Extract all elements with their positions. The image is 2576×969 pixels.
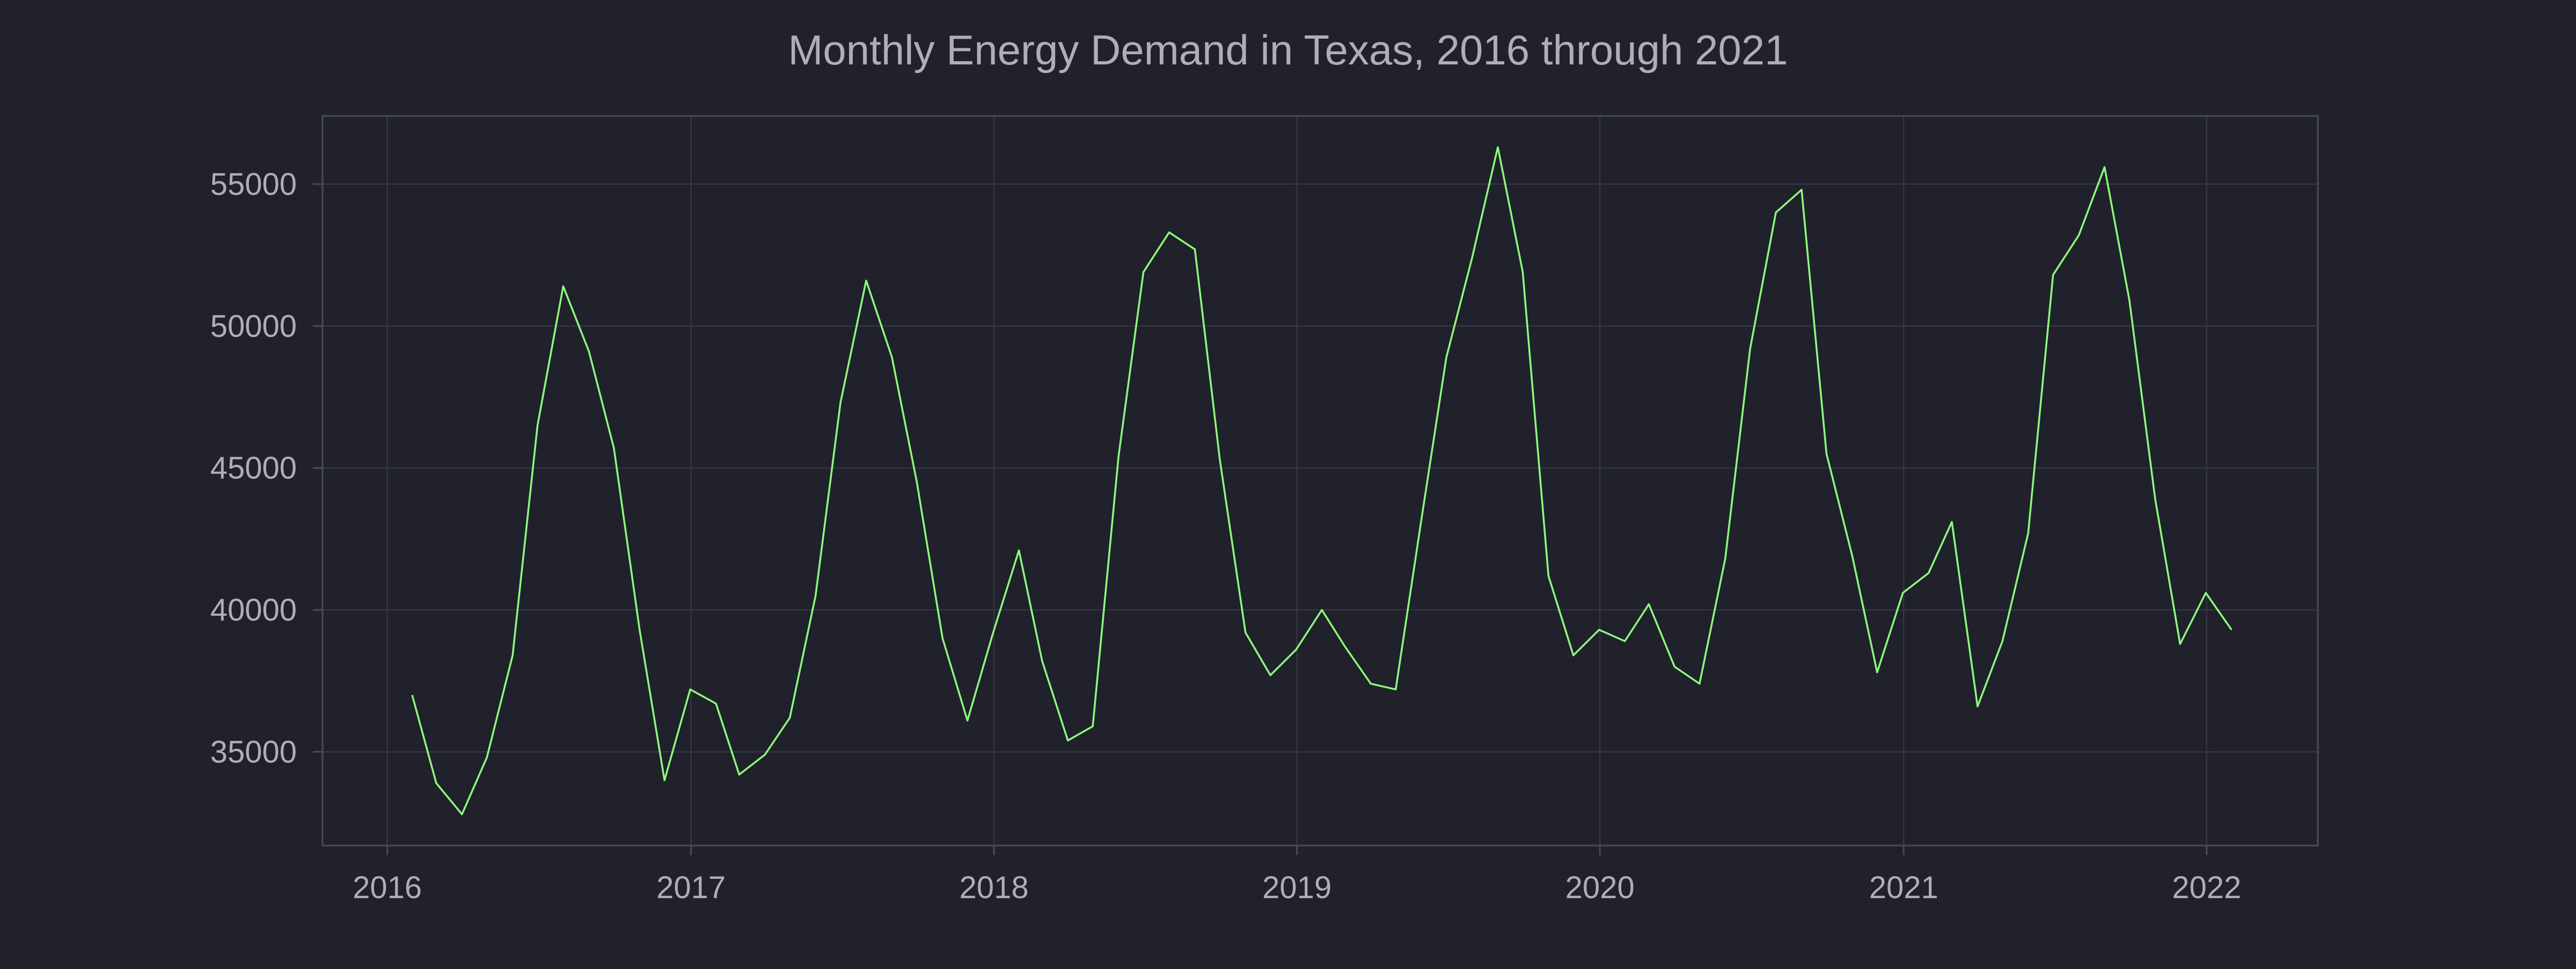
data-point xyxy=(992,631,994,633)
data-point xyxy=(1951,521,1953,523)
data-point xyxy=(1395,688,1397,690)
data-point xyxy=(715,703,717,705)
data-point xyxy=(967,719,969,722)
y-tick-label: 55000 xyxy=(210,167,297,202)
y-tick-label: 35000 xyxy=(210,734,297,769)
y-tick-label: 50000 xyxy=(210,309,297,344)
y-axis: 35000 40000 45000 50000 55000 xyxy=(210,167,323,769)
data-point xyxy=(486,756,488,759)
data-point xyxy=(2001,640,2003,642)
data-point xyxy=(1775,212,1777,214)
data-point xyxy=(738,774,740,776)
x-tick-label: 2022 xyxy=(2172,870,2241,905)
data-point xyxy=(1194,249,1196,251)
data-point xyxy=(1445,356,1447,359)
data-point xyxy=(1370,683,1372,685)
y-tick-label: 40000 xyxy=(210,593,297,628)
data-point xyxy=(435,782,437,784)
data-point xyxy=(1295,649,1297,651)
y-tick-label: 45000 xyxy=(210,451,297,486)
data-point xyxy=(1168,231,1170,234)
data-point xyxy=(1067,739,1069,741)
data-point xyxy=(2128,300,2131,302)
data-point xyxy=(1344,646,1346,648)
x-tick-label: 2020 xyxy=(1565,870,1635,905)
data-point xyxy=(839,402,841,404)
data-point xyxy=(1572,654,1575,657)
data-point xyxy=(2052,274,2054,276)
series-line xyxy=(411,146,2233,815)
data-point xyxy=(689,688,691,690)
data-point xyxy=(1245,631,1247,633)
data-point xyxy=(613,447,615,449)
data-point xyxy=(815,595,817,597)
data-point xyxy=(663,779,665,781)
series-layer xyxy=(411,146,2233,815)
data-point xyxy=(1825,453,1827,455)
data-point xyxy=(1092,725,1094,727)
data-point xyxy=(916,481,918,483)
data-point xyxy=(1928,572,1930,574)
data-point xyxy=(511,654,514,657)
data-point xyxy=(2205,592,2207,594)
data-point xyxy=(1749,348,1751,350)
data-point xyxy=(2179,643,2181,645)
x-tick-label: 2021 xyxy=(1869,870,1938,905)
data-point xyxy=(1876,671,1878,673)
data-point xyxy=(1117,456,1119,458)
x-tick-label: 2016 xyxy=(353,870,422,905)
x-axis: 2016 2017 2018 2019 2020 2021 2022 xyxy=(353,846,2241,905)
data-point xyxy=(764,754,766,756)
x-tick-label: 2017 xyxy=(656,870,726,905)
data-point xyxy=(1497,146,1499,148)
data-point xyxy=(2027,532,2029,534)
data-point xyxy=(1851,555,1853,557)
data-point xyxy=(1018,549,1020,551)
data-point xyxy=(1902,592,1904,594)
grid-lines xyxy=(323,116,2318,846)
data-point xyxy=(1801,189,1803,191)
x-tick-label: 2019 xyxy=(1262,870,1331,905)
data-point xyxy=(1321,609,1323,611)
data-point xyxy=(537,424,539,426)
data-point xyxy=(1143,271,1145,273)
data-point xyxy=(1041,660,1043,662)
data-point xyxy=(1421,518,1423,520)
data-point xyxy=(2154,498,2156,500)
data-point xyxy=(1219,458,1221,461)
data-point xyxy=(1547,575,1549,577)
data-point xyxy=(562,285,565,287)
data-point xyxy=(461,813,463,815)
data-point xyxy=(2230,629,2233,631)
data-point xyxy=(2078,234,2080,236)
data-point xyxy=(1521,271,1524,273)
data-point xyxy=(2104,166,2106,168)
data-point xyxy=(1598,629,1600,631)
data-point xyxy=(1624,640,1626,642)
data-point xyxy=(588,351,590,353)
data-point xyxy=(1724,558,1726,560)
plot-frame xyxy=(321,115,2319,847)
data-point xyxy=(789,717,791,719)
chart-title: Monthly Energy Demand in Texas, 2016 thr… xyxy=(788,26,1788,74)
data-point xyxy=(865,280,867,282)
data-point xyxy=(941,637,943,639)
data-point xyxy=(891,356,893,359)
data-point xyxy=(1471,257,1473,259)
data-point xyxy=(639,629,641,631)
data-point xyxy=(1648,603,1650,606)
data-point xyxy=(1269,674,1271,676)
data-point xyxy=(411,694,413,696)
data-point xyxy=(1673,666,1675,668)
data-point xyxy=(1699,683,1701,685)
x-tick-label: 2018 xyxy=(960,870,1029,905)
data-point xyxy=(1977,705,1979,708)
